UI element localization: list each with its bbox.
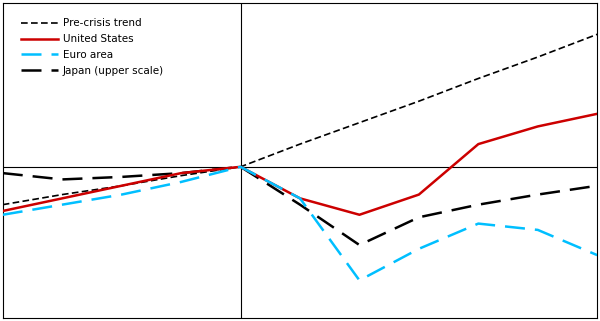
Legend: Pre-crisis trend, United States, Euro area, Japan (upper scale): Pre-crisis trend, United States, Euro ar…	[17, 14, 168, 80]
